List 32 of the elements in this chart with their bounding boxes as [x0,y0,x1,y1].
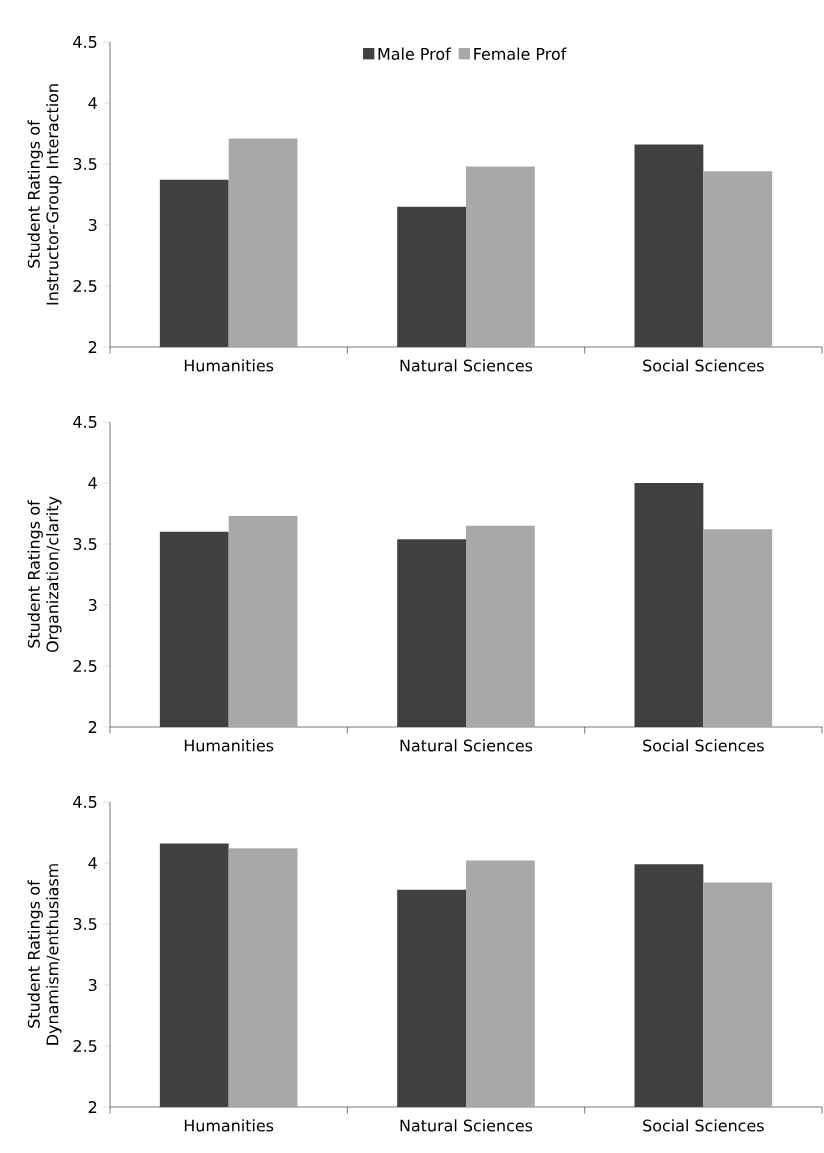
y-tick-label: 3 [88,978,97,992]
y-tick-label: 4.5 [73,796,97,808]
x-tick-label: Social Sciences [643,739,764,752]
x-tick-label: Humanities [184,739,274,752]
x-tick-label: Social Sciences [643,1119,764,1132]
y-tick-label: 4 [88,857,97,869]
y-tick-label: 3 [88,218,97,232]
y-tick-label: 4 [88,97,97,109]
y-tick-label: 2 [88,721,97,733]
x-tick-label: Natural Sciences [400,739,533,752]
y-tick-label: 4.5 [73,36,97,48]
x-tick-label: Natural Sciences [400,1119,533,1132]
y-tick-label: 2.5 [73,1039,97,1053]
y-tick-label: 4 [88,477,97,489]
y-tick-label: 3.5 [73,157,97,171]
x-tick-label: Humanities [184,1119,274,1132]
y-axis-title: Student Ratings of Instructor-Group Interaction [27,84,62,305]
y-tick-label: 2 [88,1101,97,1113]
y-tick-label: 4.5 [73,416,97,428]
y-tick-label: 2 [88,341,97,353]
x-tick-label: Humanities [184,359,274,372]
y-tick-label: 3.5 [73,537,97,551]
y-tick-label: 3.5 [73,917,97,931]
y-tick-label: 2.5 [73,659,97,673]
y-axis-title: Student Ratings of Organization/clarity [27,496,62,653]
y-tick-label: 3 [88,598,97,612]
legend-label: Male Prof [378,47,452,60]
y-tick-label: 2.5 [73,279,97,293]
legend-label: Female Prof [474,47,567,60]
x-tick-label: Social Sciences [643,359,764,372]
y-axis-title: Student Ratings of Dynamism/enthusiasm [27,864,62,1045]
x-tick-label: Natural Sciences [400,359,533,372]
